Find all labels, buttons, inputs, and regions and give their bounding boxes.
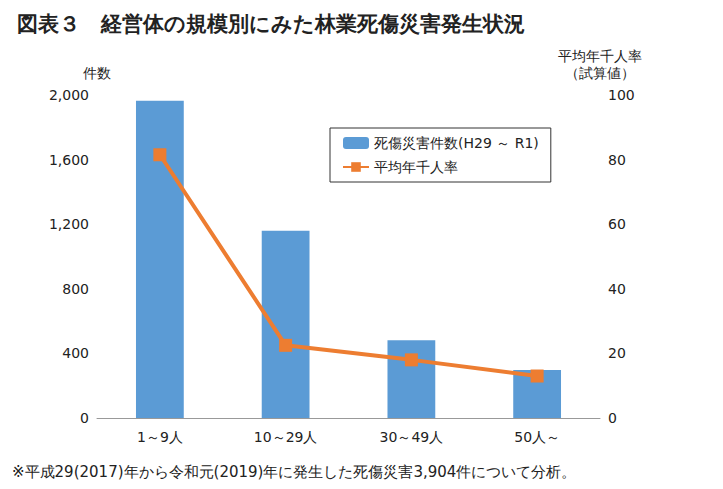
svg-text:40: 40 — [608, 281, 626, 297]
svg-text:図表３ 経営体の規模別にみた林業死傷災害発生状況: 図表３ 経営体の規模別にみた林業死傷災害発生状況 — [17, 12, 525, 36]
svg-text:0: 0 — [608, 410, 617, 426]
svg-text:50人～: 50人～ — [514, 429, 560, 445]
svg-text:1,200: 1,200 — [49, 216, 89, 232]
svg-text:100: 100 — [608, 87, 635, 103]
svg-text:0: 0 — [80, 410, 89, 426]
svg-text:死傷災害件数(H29 ～ R1): 死傷災害件数(H29 ～ R1) — [374, 135, 539, 151]
svg-text:平均年千人率: 平均年千人率 — [374, 159, 458, 175]
svg-text:30～49人: 30～49人 — [380, 429, 444, 445]
svg-text:件数: 件数 — [83, 65, 111, 81]
svg-text:10～29人: 10～29人 — [254, 429, 318, 445]
svg-text:60: 60 — [608, 216, 626, 232]
svg-text:1～9人: 1～9人 — [137, 429, 183, 445]
svg-text:20: 20 — [608, 345, 626, 361]
svg-text:平均年千人率: 平均年千人率 — [558, 48, 642, 64]
svg-text:400: 400 — [62, 345, 89, 361]
svg-text:※平成29(2017)年から令和元(2019)年に発生した死: ※平成29(2017)年から令和元(2019)年に発生した死傷災害3,904件に… — [12, 463, 576, 481]
svg-text:80: 80 — [608, 152, 626, 168]
svg-text:（試算値）: （試算値） — [565, 65, 635, 81]
svg-text:1,600: 1,600 — [49, 152, 89, 168]
svg-text:2,000: 2,000 — [49, 87, 89, 103]
svg-text:800: 800 — [62, 281, 89, 297]
